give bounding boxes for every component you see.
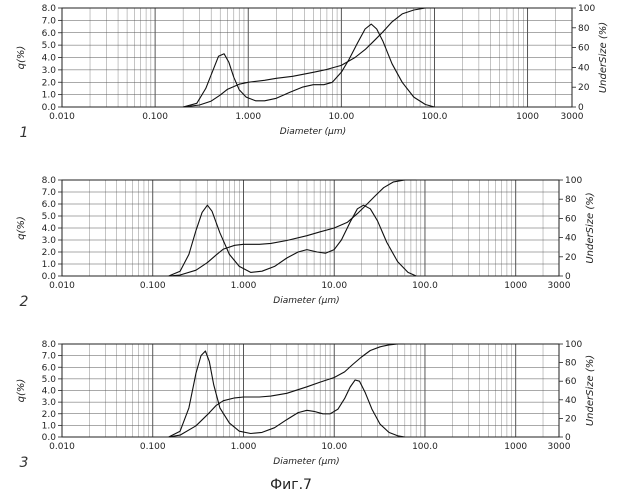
x-tick-label: 0.100 [140, 281, 166, 291]
y-left-tick-label: 5.0 [42, 212, 57, 222]
y-left-tick-label: 3.0 [42, 66, 57, 76]
y-right-tick-label: 100 [565, 340, 582, 350]
x-tick-label: 1.000 [231, 281, 257, 291]
y-right-tick-label: 20 [565, 253, 577, 263]
y-left-tick-label: 2.0 [42, 248, 57, 258]
y-left-tick-label: 8.0 [42, 340, 57, 350]
figure-svg: 0.01.02.03.04.05.06.07.08.00204060801000… [0, 0, 617, 500]
x-axis-label: Diameter (μm) [273, 296, 339, 306]
x-tick-label: 100.0 [412, 281, 438, 291]
x-tick-label: 1.000 [231, 442, 257, 452]
x-tick-label: 0.100 [140, 442, 166, 452]
y-right-tick-label: 40 [578, 63, 590, 73]
panel-number-label: 2 [20, 294, 29, 310]
y-left-tick-label: 7.0 [42, 352, 57, 362]
y-left-tick-label: 3.0 [42, 236, 57, 246]
x-tick-label: 10.00 [321, 442, 347, 452]
y-left-tick-label: 2.0 [42, 78, 57, 88]
y-right-tick-label: 60 [565, 377, 577, 387]
y-left-tick-label: 7.0 [42, 16, 57, 26]
panels: 0.01.02.03.04.05.06.07.08.00204060801000… [16, 4, 609, 471]
x-tick-label: 10.00 [321, 281, 347, 291]
x-tick-label: 1000 [504, 281, 527, 291]
y-left-tick-label: 5.0 [42, 375, 57, 385]
y-right-tick-label: 40 [565, 234, 577, 244]
y-left-tick-label: 1.0 [42, 421, 57, 431]
y-right-tick-label: 60 [578, 44, 590, 54]
x-tick-label: 10.00 [328, 112, 354, 122]
y-right-tick-label: 60 [565, 214, 577, 224]
x-tick-label: 1000 [516, 112, 539, 122]
y-right-tick-label: 80 [578, 24, 590, 34]
y-left-tick-label: 6.0 [42, 29, 57, 39]
y-left-tick-label: 5.0 [42, 41, 57, 51]
chart-panel-2: 0.01.02.03.04.05.06.07.08.00204060801000… [16, 176, 596, 310]
x-tick-label: 0.010 [49, 281, 75, 291]
y-left-tick-label: 6.0 [42, 200, 57, 210]
y-right-tick-label: 20 [578, 83, 590, 93]
x-tick-label: 1.000 [235, 112, 261, 122]
y-right-tick-label: 80 [565, 195, 577, 205]
x-tick-label: 0.100 [142, 112, 168, 122]
x-tick-label: 0.010 [49, 112, 75, 122]
x-tick-label: 100.0 [422, 112, 448, 122]
y-right-tick-label: 20 [565, 414, 577, 424]
y-left-tick-label: 3.0 [42, 398, 57, 408]
y-left-axis-label: q(%) [16, 379, 27, 403]
figure-caption: Фиг.7 [270, 477, 312, 493]
y-left-axis-label: q(%) [16, 46, 27, 70]
y-left-tick-label: 1.0 [42, 91, 57, 101]
y-right-axis-label: UnderSize (%) [585, 355, 596, 426]
panel-number-label: 1 [20, 125, 29, 141]
y-left-tick-label: 4.0 [42, 387, 57, 397]
y-left-tick-label: 4.0 [42, 54, 57, 64]
x-tick-label: 0.010 [49, 442, 75, 452]
x-axis-label: Diameter (μm) [273, 457, 339, 467]
y-right-tick-label: 100 [578, 4, 595, 14]
x-tick-label: 100.0 [412, 442, 438, 452]
y-right-tick-label: 100 [565, 176, 582, 186]
panel-number-label: 3 [20, 455, 29, 471]
y-left-tick-label: 8.0 [42, 176, 57, 186]
x-axis-label: Diameter (μm) [280, 127, 346, 137]
x-tick-label: 1000 [504, 442, 527, 452]
y-left-tick-label: 2.0 [42, 410, 57, 420]
y-left-tick-label: 6.0 [42, 363, 57, 373]
chart-panel-1: 0.01.02.03.04.05.06.07.08.00204060801000… [16, 4, 609, 141]
x-tick-label: 3000 [548, 281, 571, 291]
y-left-tick-label: 8.0 [42, 4, 57, 14]
y-right-axis-label: UnderSize (%) [598, 22, 609, 93]
x-tick-label: 3000 [561, 112, 584, 122]
x-tick-label: 3000 [548, 442, 571, 452]
y-right-axis-label: UnderSize (%) [585, 192, 596, 263]
y-left-tick-label: 7.0 [42, 188, 57, 198]
y-left-axis-label: q(%) [16, 216, 27, 240]
y-right-tick-label: 80 [565, 359, 577, 369]
y-left-tick-label: 4.0 [42, 224, 57, 234]
chart-panel-3: 0.01.02.03.04.05.06.07.08.00204060801000… [16, 340, 596, 471]
y-left-tick-label: 1.0 [42, 260, 57, 270]
y-right-tick-label: 40 [565, 396, 577, 406]
